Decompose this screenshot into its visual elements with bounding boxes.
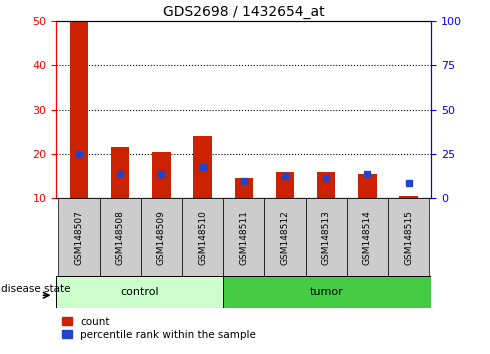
Text: tumor: tumor <box>310 287 344 297</box>
Bar <box>317 172 336 198</box>
Text: GSM148508: GSM148508 <box>116 210 124 265</box>
Text: GSM148515: GSM148515 <box>404 210 413 265</box>
Bar <box>235 178 253 198</box>
FancyBboxPatch shape <box>141 198 182 276</box>
Text: GSM148513: GSM148513 <box>321 210 331 265</box>
Text: GSM148512: GSM148512 <box>280 210 290 264</box>
Bar <box>276 172 294 198</box>
Title: GDS2698 / 1432654_at: GDS2698 / 1432654_at <box>163 5 324 19</box>
Bar <box>111 147 129 198</box>
Bar <box>399 196 418 198</box>
Bar <box>70 21 88 198</box>
Bar <box>358 174 377 198</box>
Bar <box>194 136 212 198</box>
FancyBboxPatch shape <box>306 198 347 276</box>
Text: disease state: disease state <box>1 284 71 294</box>
FancyBboxPatch shape <box>58 198 99 276</box>
Text: GSM148510: GSM148510 <box>198 210 207 265</box>
FancyBboxPatch shape <box>99 198 141 276</box>
Text: control: control <box>121 287 159 297</box>
Text: GSM148514: GSM148514 <box>363 210 372 264</box>
FancyBboxPatch shape <box>223 198 265 276</box>
FancyBboxPatch shape <box>265 198 306 276</box>
FancyBboxPatch shape <box>388 198 429 276</box>
FancyBboxPatch shape <box>223 276 431 308</box>
Bar <box>152 152 171 198</box>
FancyBboxPatch shape <box>56 276 223 308</box>
Text: GSM148509: GSM148509 <box>157 210 166 265</box>
FancyBboxPatch shape <box>347 198 388 276</box>
Text: GSM148507: GSM148507 <box>74 210 83 265</box>
FancyBboxPatch shape <box>182 198 223 276</box>
Legend: count, percentile rank within the sample: count, percentile rank within the sample <box>62 317 256 340</box>
Text: GSM148511: GSM148511 <box>239 210 248 265</box>
